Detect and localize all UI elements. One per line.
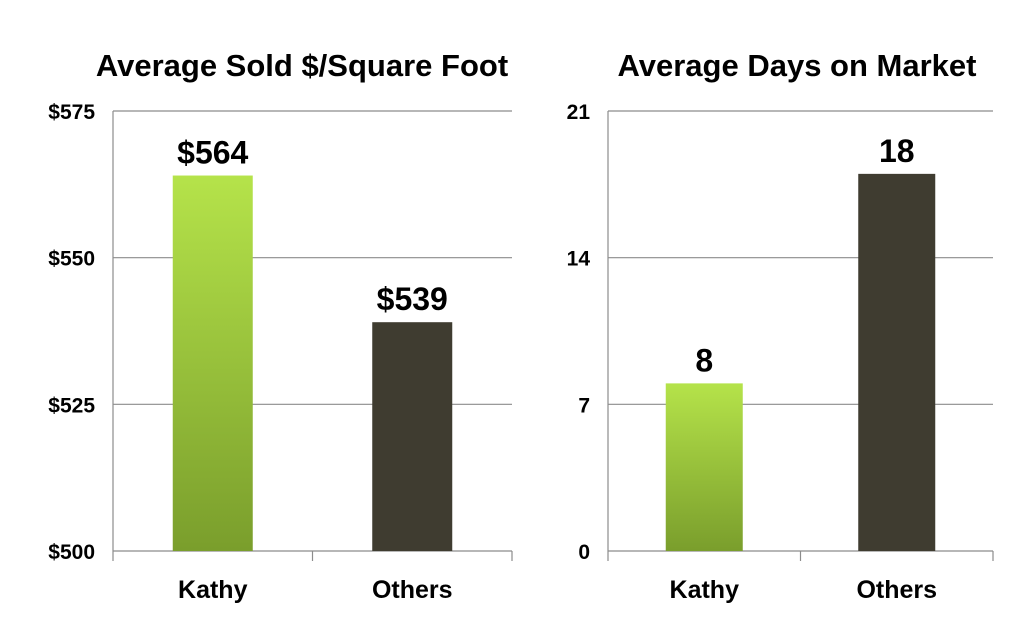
y-tick-label: 14	[567, 248, 591, 271]
data-label-others: $539	[377, 281, 448, 317]
category-label-kathy: Kathy	[178, 576, 248, 604]
y-tick-label: $575	[48, 101, 95, 124]
category-label-others: Others	[856, 576, 937, 604]
chart-right: Average Days on Market 0 7 14 21 8 Kathy 18 Ot…	[567, 48, 994, 604]
chart-title-left: Average Sold $/Square Foot	[96, 48, 508, 83]
data-label-kathy: $564	[177, 135, 248, 171]
data-label-others: 18	[879, 133, 915, 169]
y-tick-label: 0	[578, 541, 590, 564]
chart-left: Average Sold $/Square Foot $500 $525 $550 $…	[48, 48, 513, 604]
bar-others	[858, 173, 936, 551]
category-label-kathy: Kathy	[670, 576, 740, 604]
chart-title-right: Average Days on Market	[618, 48, 977, 83]
category-label-others: Others	[372, 576, 453, 604]
y-tick-label: 21	[567, 101, 591, 124]
data-label-kathy: 8	[695, 342, 713, 378]
bar-kathy	[665, 383, 743, 551]
y-tick-label: $500	[48, 541, 95, 564]
y-tick-label: $525	[48, 394, 95, 417]
bar-others	[372, 322, 453, 551]
bars-right: 8 Kathy 18 Others	[665, 133, 937, 604]
y-tick-label: 7	[578, 394, 590, 417]
bar-kathy	[172, 175, 253, 552]
y-tick-label: $550	[48, 248, 95, 271]
bars-left: $564 Kathy $539 Others	[172, 135, 453, 604]
